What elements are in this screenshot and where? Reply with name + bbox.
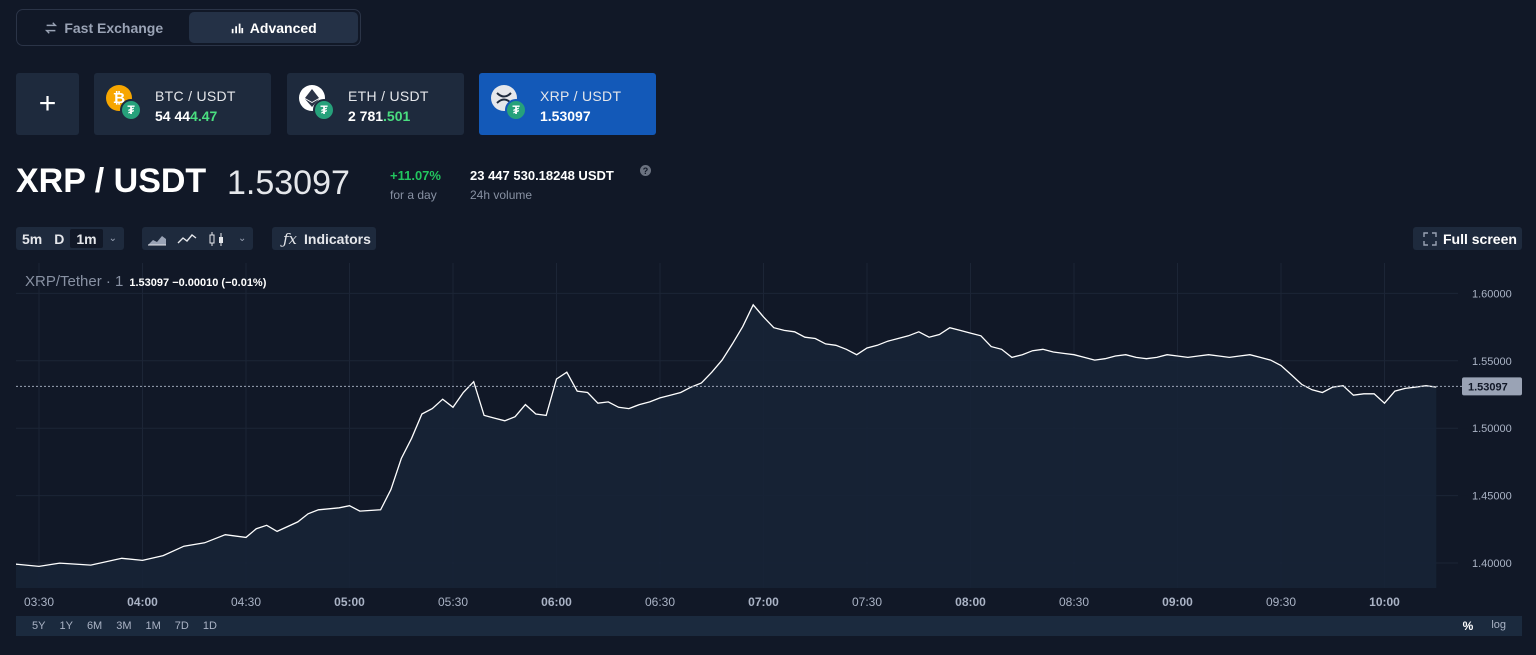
- last-price-tag-label: 1.53097: [1468, 381, 1508, 393]
- x-tick-label: 04:00: [127, 595, 158, 609]
- range-1y[interactable]: 1Y: [59, 620, 73, 632]
- y-tick-label: 1.60000: [1472, 288, 1512, 300]
- candlestick-icon[interactable]: [206, 231, 228, 247]
- pair-price: 54 444.47: [155, 108, 218, 124]
- x-tick-label: 03:30: [24, 595, 54, 609]
- range-3m[interactable]: 3M: [116, 620, 132, 632]
- tether-icon: ₮: [120, 99, 142, 121]
- help-icon[interactable]: ?: [640, 165, 651, 176]
- y-tick-label: 1.55000: [1472, 356, 1512, 368]
- interval-1m[interactable]: 1m: [70, 229, 103, 248]
- percent-scale-toggle[interactable]: %: [1462, 619, 1474, 633]
- pair-price: 1.53097: [540, 108, 591, 124]
- interval-5m[interactable]: 5m: [22, 230, 43, 247]
- area-chart-icon[interactable]: [146, 231, 168, 247]
- advanced-tab[interactable]: Advanced: [188, 12, 358, 43]
- tether-icon: ₮: [313, 99, 335, 121]
- range-1m[interactable]: 1M: [145, 620, 161, 632]
- log-scale-toggle[interactable]: log: [1491, 619, 1506, 631]
- x-axis: 03:30 04:00 04:30 05:00 05:30 06:00 06:30 07:00…: [24, 595, 1400, 609]
- y-tick-label: 1.40000: [1472, 558, 1512, 570]
- swap-arrows-icon: [45, 21, 58, 34]
- range-1d[interactable]: 1D: [202, 620, 217, 632]
- pair-name: XRP / USDT: [540, 88, 622, 104]
- x-tick-label: 08:30: [1059, 595, 1089, 609]
- indicators-button[interactable]: ƒx Indicators: [272, 227, 376, 250]
- chart-area-fill: [16, 304, 1437, 588]
- x-tick-label: 07:30: [852, 595, 882, 609]
- fast-exchange-tab[interactable]: Fast Exchange: [19, 12, 189, 43]
- interval-d[interactable]: D: [54, 230, 65, 247]
- current-price: 1.53097: [227, 164, 350, 202]
- range-7d[interactable]: 7D: [174, 620, 189, 632]
- interval-selector: 5m D 1m ⌄: [16, 227, 124, 250]
- chart-ohlc-values: 1.53097 −0.00010 (−0.01%): [129, 277, 267, 289]
- y-tick-label: 1.45000: [1472, 491, 1512, 503]
- range-5y[interactable]: 5Y: [32, 620, 46, 632]
- x-tick-label: 04:30: [231, 595, 261, 609]
- x-tick-label: 09:00: [1162, 595, 1193, 609]
- plus-icon: +: [38, 87, 57, 120]
- volume-label: 24h volume: [470, 188, 533, 202]
- x-tick-label: 09:30: [1266, 595, 1296, 609]
- pair-card-btc[interactable]: ₿ ₮ BTC / USDT 54 444.47: [94, 73, 271, 135]
- pair-price: 2 781.501: [348, 108, 411, 124]
- fullscreen-button[interactable]: Full screen: [1413, 227, 1522, 250]
- chart-type-selector: ⌄: [142, 227, 253, 250]
- pair-card-xrp[interactable]: ₮ XRP / USDT 1.53097: [479, 73, 656, 135]
- indicators-label: Indicators: [304, 230, 371, 247]
- x-tick-label: 05:30: [438, 595, 468, 609]
- page-title: XRP / USDT: [16, 162, 207, 200]
- bar-chart-icon: [231, 23, 243, 33]
- x-tick-label: 05:00: [334, 595, 365, 609]
- x-tick-label: 06:30: [645, 595, 675, 609]
- volume-value: 23 447 530.18248 USDT: [470, 168, 614, 183]
- chart-price-line: [16, 303, 1437, 568]
- line-chart-icon[interactable]: [176, 231, 198, 247]
- day-change: +11.07%: [390, 168, 441, 183]
- day-change-label: for a day: [390, 188, 437, 202]
- price-chart[interactable]: 1.60000 1.55000 1.50000 1.45000 1.40000 03:3…: [16, 263, 1522, 613]
- tether-icon: ₮: [505, 99, 527, 121]
- expand-icon: [1423, 231, 1437, 246]
- range-bar: 5Y 1Y 6M 3M 1M 7D 1D % log: [16, 616, 1522, 636]
- chevron-down-icon[interactable]: ⌄: [108, 233, 117, 244]
- x-tick-label: 08:00: [955, 595, 986, 609]
- chevron-down-icon[interactable]: ⌄: [238, 233, 247, 244]
- range-6m[interactable]: 6M: [86, 620, 103, 632]
- ethereum-icon: [299, 85, 325, 111]
- mode-switch: Fast Exchange Advanced: [16, 9, 361, 46]
- x-tick-label: 06:00: [541, 595, 572, 609]
- last-price-tag: 1.53097: [1462, 377, 1522, 396]
- add-pair-button[interactable]: +: [16, 73, 79, 135]
- function-icon: ƒx: [283, 229, 298, 248]
- pair-name: ETH / USDT: [348, 88, 429, 104]
- advanced-label: Advanced: [249, 19, 317, 36]
- chart-symbol: XRP/Tether · 1: [25, 273, 124, 290]
- x-tick-label: 07:00: [748, 595, 779, 609]
- chart-legend: XRP/Tether · 1 1.53097 −0.00010 (−0.01%): [25, 273, 266, 290]
- y-tick-label: 1.50000: [1472, 423, 1512, 435]
- x-tick-label: 10:00: [1369, 595, 1400, 609]
- pair-name: BTC / USDT: [155, 88, 236, 104]
- y-axis: 1.60000 1.55000 1.50000 1.45000 1.40000: [1472, 288, 1512, 570]
- fast-exchange-label: Fast Exchange: [64, 19, 164, 36]
- fullscreen-label: Full screen: [1443, 230, 1517, 247]
- pair-card-eth[interactable]: ₮ ETH / USDT 2 781.501: [287, 73, 464, 135]
